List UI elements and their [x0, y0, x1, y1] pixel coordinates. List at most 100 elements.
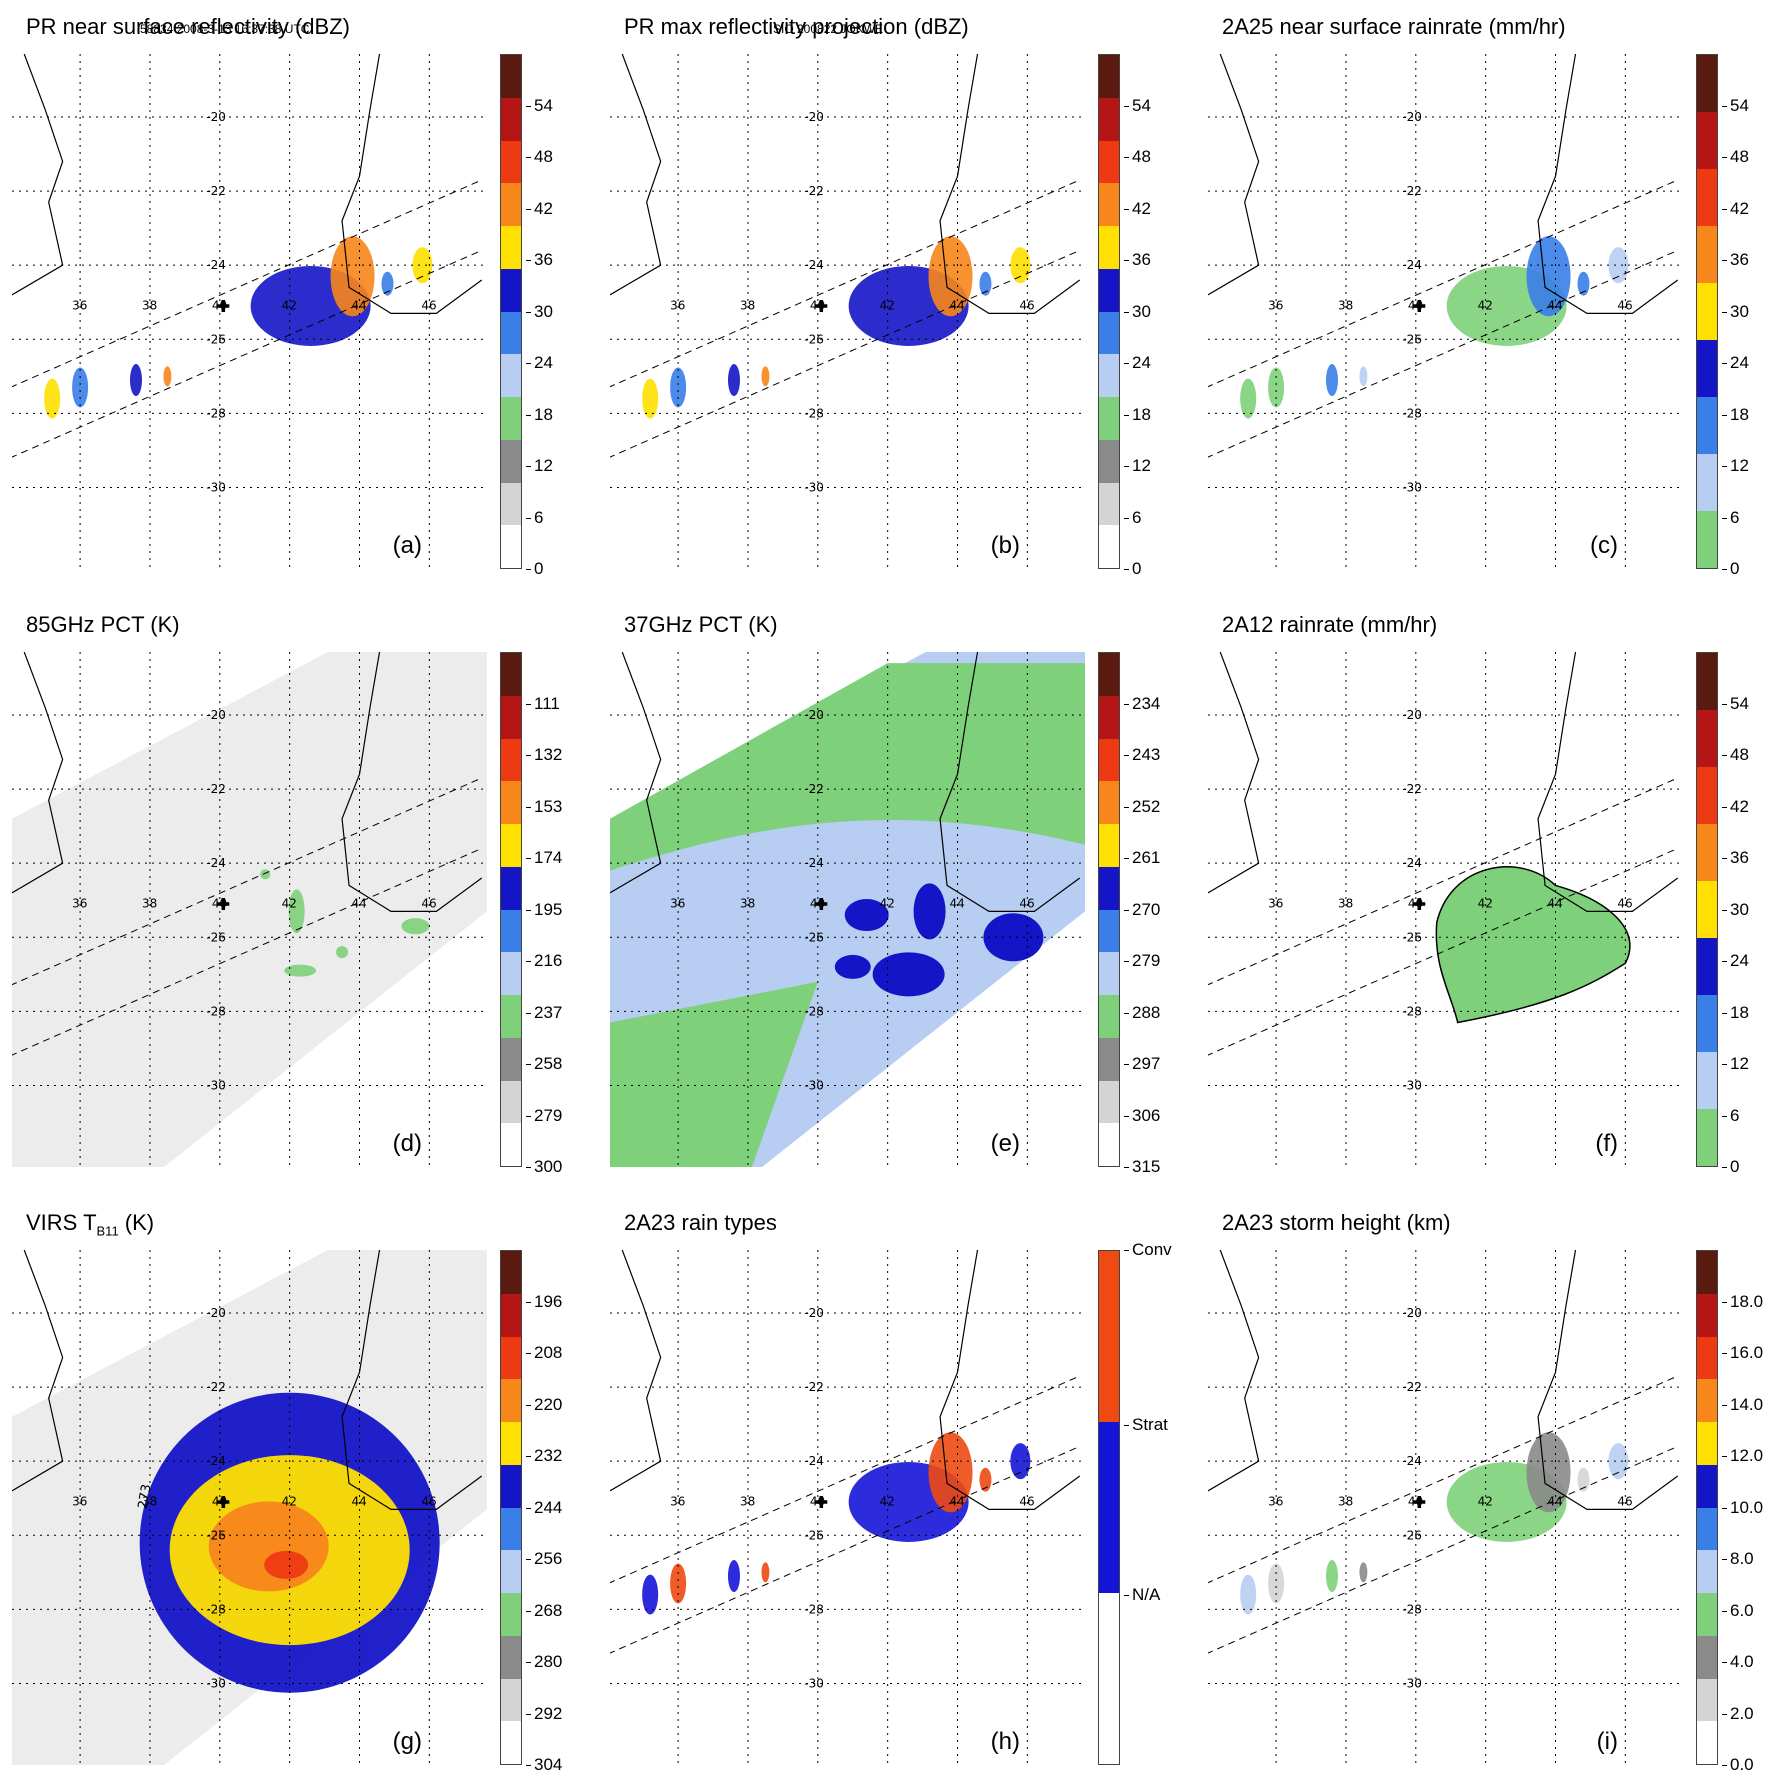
colorbar-tick-label: 30	[1132, 301, 1151, 321]
colorbar-segment	[1697, 1464, 1717, 1508]
colorbar-tick-mark	[526, 260, 531, 261]
latitude-label: -24	[206, 1454, 226, 1468]
colorbar-tick-label: 234	[1132, 693, 1161, 713]
colorbar-segment	[501, 397, 521, 440]
colorbar-tick-label: 18	[1730, 404, 1749, 424]
colorbar-tick-label: 315	[1132, 1157, 1161, 1176]
colorbar-segment	[501, 354, 521, 397]
header-orbit-time: 58834 2008-3-13 16:37:38 UTC	[140, 22, 310, 36]
colorbar-segment	[1099, 1251, 1119, 1422]
colorbar-tick-mark	[1124, 157, 1129, 158]
rain-cell	[336, 946, 349, 959]
swath-edge	[12, 777, 482, 986]
rain-cell	[1010, 1443, 1031, 1480]
panel-label-b: (b)	[990, 532, 1020, 559]
colorbar-tick-mark	[1124, 208, 1129, 210]
scattering-core	[913, 883, 946, 940]
colorbar-tick-mark	[1124, 1064, 1129, 1065]
colorbar-tick-mark	[526, 909, 531, 911]
swath-edge	[610, 1375, 1080, 1584]
longitude-label: 36	[1268, 897, 1283, 911]
colorbar-tick-mark	[526, 1765, 531, 1766]
colorbar-tick-label: 48	[534, 147, 553, 166]
colorbar-segment	[1697, 1422, 1717, 1465]
longitude-label: 36	[1268, 1495, 1283, 1509]
colorbar-segment	[501, 781, 521, 824]
latitude-label: -24	[1402, 1454, 1422, 1468]
rain-cell	[1577, 271, 1590, 296]
colorbar-segment	[1697, 1379, 1717, 1422]
longitude-label: 36	[670, 897, 685, 911]
colorbar-segment	[501, 183, 521, 226]
colorbar-segment	[1099, 1422, 1119, 1593]
colorbar-tick-mark	[1722, 105, 1727, 107]
colorbar-tick-label: 18	[1132, 404, 1151, 424]
longitude-label: 42	[880, 1495, 895, 1509]
rain-cell	[670, 1563, 687, 1604]
rain-cell	[1608, 247, 1629, 284]
latitude-label: -20	[1402, 110, 1422, 124]
rain-cell	[288, 889, 305, 934]
colorbar-tick-label: 36	[534, 250, 553, 269]
colorbar-segment	[501, 97, 521, 141]
latitude-label: -26	[804, 930, 824, 944]
madagascar-coastline	[1537, 54, 1679, 314]
rain-cell	[1325, 364, 1338, 397]
colorbar-segment	[501, 738, 521, 782]
sea-warm-field	[610, 981, 818, 1167]
colorbar-segment	[501, 439, 521, 483]
rain-cell	[1240, 378, 1257, 419]
colorbar-tick-mark	[526, 1713, 531, 1715]
colorbar-tick-label: 54	[1132, 95, 1151, 115]
longitude-label: 36	[72, 299, 87, 313]
title-unit: (K)	[118, 1210, 155, 1235]
colorbar-tick-label: Strat	[1132, 1415, 1168, 1435]
colorbar-segment	[1099, 311, 1119, 355]
latitude-label: -22	[804, 782, 824, 796]
colorbar-tick-mark	[1722, 1012, 1727, 1014]
colorbar-tick-label: 6	[1730, 1105, 1740, 1125]
colorbar-segment	[501, 525, 521, 568]
longitude-label: 36	[72, 1495, 87, 1509]
colorbar-tick-label: 42	[1730, 198, 1749, 218]
rain-cell	[163, 366, 172, 387]
longitude-label: 46	[1617, 299, 1632, 313]
rain-cell	[412, 247, 433, 284]
africa-coastline	[610, 1250, 662, 1492]
panel-title-g: VIRS TB11 (K)	[26, 1210, 154, 1238]
longitude-label: 46	[421, 1495, 436, 1509]
colorbar-tick-label: 24	[1730, 951, 1749, 970]
map-canvas-a: 363840424446-20-22-24-26-28-30	[12, 54, 487, 569]
colorbar-tick-mark	[526, 157, 531, 158]
colorbar-tick-label: 54	[534, 95, 553, 115]
colorbar-tick-label: Conv	[1132, 1240, 1172, 1259]
colorbar-tick-label: 243	[1132, 745, 1161, 764]
colorbar-tick-mark	[1722, 1559, 1727, 1560]
colorbar-tick-mark	[1722, 806, 1727, 808]
storm-center-marker	[217, 897, 230, 910]
colorbar-segment	[501, 1593, 521, 1636]
colorbar-segment	[1697, 1251, 1717, 1294]
latitude-label: -22	[804, 1380, 824, 1394]
panel-label-g: (g)	[392, 1728, 422, 1755]
colorbar-tick-mark	[1124, 858, 1129, 859]
latitude-label: -20	[206, 708, 226, 722]
latitude-label: -22	[1402, 1380, 1422, 1394]
colorbar-tick-mark	[1124, 466, 1129, 467]
panel-label-d: (d)	[392, 1130, 422, 1157]
colorbar-segment	[501, 653, 521, 696]
longitude-label: 36	[1268, 299, 1283, 313]
swath-edge	[1208, 1375, 1678, 1584]
panel-label-h: (h)	[990, 1728, 1020, 1755]
latitude-label: -24	[1402, 856, 1422, 870]
madagascar-coastline	[1537, 1250, 1679, 1510]
colorbar-tick-label: 268	[534, 1600, 563, 1620]
colorbar-tick-mark	[1124, 569, 1129, 570]
africa-coastline	[12, 54, 64, 296]
longitude-label: 42	[1478, 1495, 1493, 1509]
longitude-label: 36	[72, 897, 87, 911]
longitude-label: 42	[282, 1495, 297, 1509]
scattering-core	[844, 899, 889, 932]
map-canvas-e: 363840424446-20-22-24-26-28-30	[610, 652, 1085, 1167]
rain-cell	[44, 378, 61, 419]
